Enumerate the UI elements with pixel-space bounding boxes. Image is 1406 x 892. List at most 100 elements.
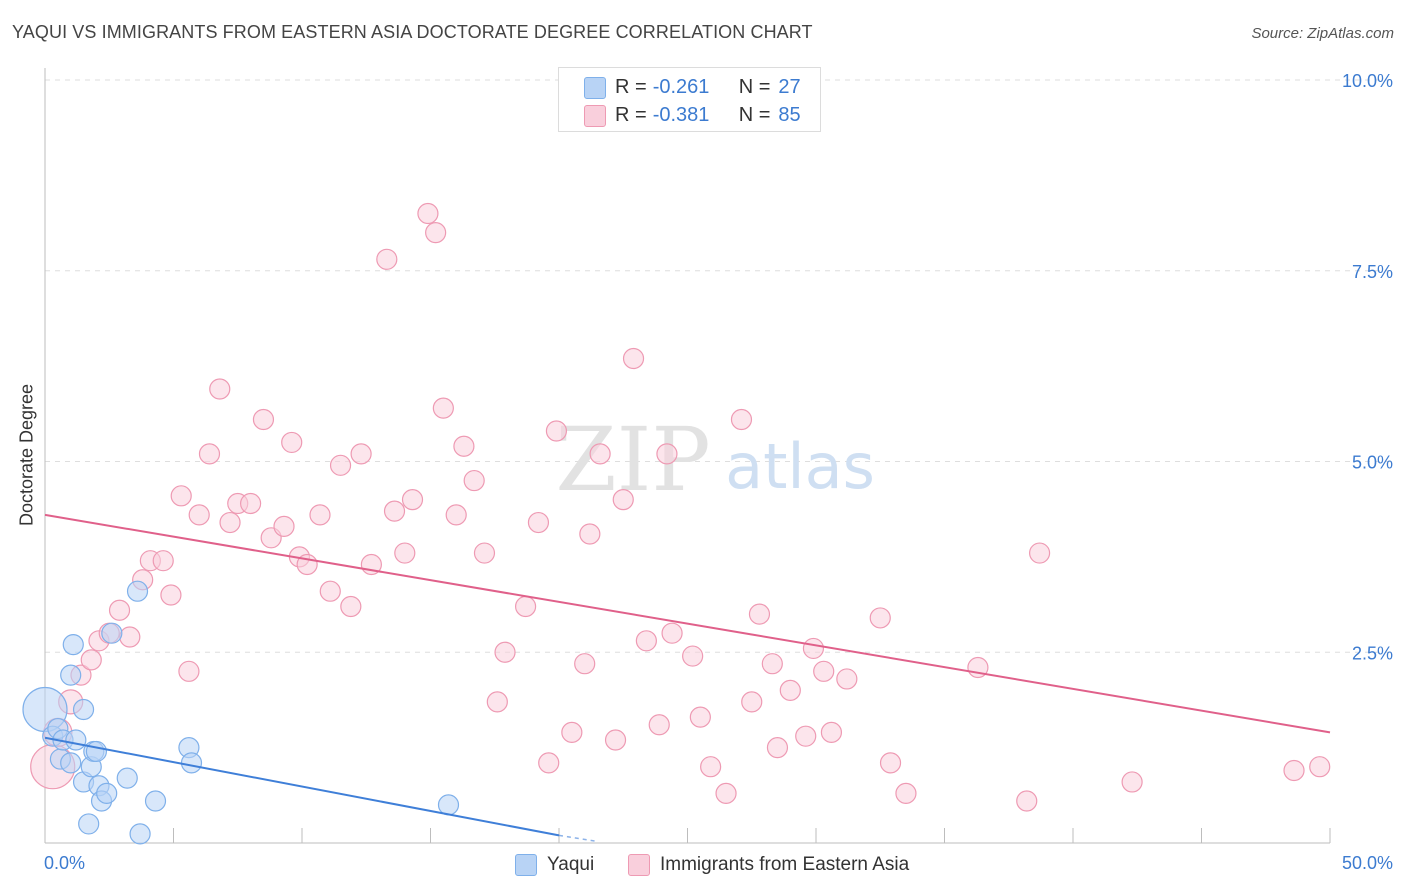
point-yaqui	[78, 813, 100, 835]
point-eastern-asia	[319, 580, 341, 602]
point-eastern-asia	[579, 523, 601, 545]
watermark-atlas: atlas	[725, 430, 875, 503]
point-eastern-asia	[761, 653, 783, 675]
grid-lines	[45, 79, 1392, 653]
point-eastern-asia	[648, 714, 670, 736]
legend-r-label: R =	[615, 103, 647, 126]
bottom-legend-label-yaqui: Yaqui	[547, 854, 595, 875]
legend-r-label: R =	[615, 75, 647, 98]
y-tick-label: 7.5%	[1352, 262, 1393, 282]
point-eastern-asia	[486, 691, 508, 713]
point-eastern-asia	[802, 637, 825, 660]
legend-swatch-eastern-asia	[584, 105, 606, 127]
point-eastern-asia	[612, 489, 634, 511]
point-eastern-asia	[417, 202, 439, 225]
trend-line-eastern-asia	[44, 513, 1331, 734]
source-credit: Source: ZipAtlas.com	[1251, 25, 1394, 42]
point-yaqui	[129, 823, 151, 845]
x-tick-label: 0.0%	[44, 853, 85, 873]
point-eastern-asia	[473, 542, 496, 564]
point-eastern-asia	[895, 782, 917, 805]
point-eastern-asia	[432, 397, 454, 419]
point-eastern-asia	[350, 443, 372, 465]
point-eastern-asia	[329, 454, 352, 476]
point-eastern-asia	[700, 756, 722, 778]
chart-title: YAQUI VS IMMIGRANTS FROM EASTERN ASIA DO…	[12, 22, 813, 42]
point-eastern-asia	[273, 515, 295, 537]
trend-line-yaqui	[44, 736, 560, 837]
tick-labels: 2.5% 5.0% 7.5% 10.0% 0.0% 50.0%	[44, 71, 1393, 873]
legend-n-value: 85	[778, 103, 801, 126]
point-eastern-asia	[656, 443, 678, 465]
point-yaqui	[60, 752, 82, 774]
watermark-zip: ZIP	[555, 408, 710, 511]
point-eastern-asia	[188, 504, 210, 526]
y-tick-label: 10.0%	[1342, 71, 1393, 91]
y-tick-label: 2.5%	[1352, 643, 1393, 663]
point-eastern-asia	[1016, 790, 1038, 812]
point-yaqui	[62, 634, 84, 656]
point-eastern-asia	[170, 485, 192, 507]
point-eastern-asia	[394, 542, 416, 564]
point-eastern-asia	[604, 729, 627, 751]
point-eastern-asia	[538, 752, 560, 774]
point-eastern-asia	[453, 435, 475, 457]
point-yaqui	[96, 782, 118, 805]
point-eastern-asia	[445, 504, 467, 526]
legend-n-label: N =	[738, 103, 771, 126]
point-eastern-asia	[730, 408, 753, 431]
point-eastern-asia	[820, 721, 843, 743]
point-yaqui	[65, 729, 87, 751]
point-yaqui	[85, 740, 108, 763]
point-eastern-asia	[119, 626, 141, 648]
legend-row-yaqui: R = -0.261 N = 27	[584, 72, 801, 102]
point-eastern-asia	[178, 660, 200, 682]
point-eastern-asia	[340, 595, 362, 618]
point-eastern-asia	[741, 691, 763, 713]
bottom-legend-label-eastern-asia: Immigrants from Eastern Asia	[660, 854, 910, 875]
point-eastern-asia	[589, 443, 611, 465]
point-eastern-asia	[80, 649, 102, 671]
point-yaqui	[116, 767, 138, 789]
point-eastern-asia	[574, 653, 596, 675]
point-eastern-asia	[689, 706, 711, 728]
y-axis-label: Doctorate Degree	[16, 383, 37, 527]
point-eastern-asia	[309, 504, 331, 526]
bottom-legend-swatch-eastern-asia	[628, 854, 650, 876]
point-eastern-asia	[240, 492, 262, 515]
point-eastern-asia	[527, 511, 550, 534]
point-eastern-asia	[425, 222, 447, 244]
point-eastern-asia	[813, 660, 835, 682]
point-eastern-asia	[715, 782, 737, 805]
point-eastern-asia	[1283, 759, 1305, 782]
point-yaqui	[144, 790, 167, 812]
point-eastern-asia	[514, 595, 537, 618]
point-yaqui	[180, 752, 203, 774]
point-eastern-asia	[252, 408, 275, 431]
point-eastern-asia	[401, 489, 424, 511]
point-eastern-asia	[635, 630, 657, 652]
point-yaqui	[72, 698, 95, 721]
correlation-legend: R = -0.261 N = 27 R = -0.381 N = 85	[558, 67, 821, 132]
point-eastern-asia	[1121, 771, 1143, 793]
point-eastern-asia	[836, 668, 858, 690]
point-eastern-asia	[661, 622, 683, 644]
point-eastern-asia	[376, 248, 398, 270]
point-eastern-asia	[1028, 542, 1051, 564]
point-eastern-asia	[152, 550, 174, 572]
point-eastern-asia	[622, 347, 645, 370]
bottom-legend-yaqui: Yaqui	[515, 852, 594, 878]
point-yaqui	[101, 622, 123, 644]
point-eastern-asia	[795, 725, 817, 747]
point-eastern-asia	[494, 641, 516, 663]
point-eastern-asia	[198, 443, 221, 465]
point-eastern-asia	[219, 511, 241, 534]
point-eastern-asia	[561, 721, 583, 743]
bottom-legend-eastern-asia: Immigrants from Eastern Asia	[628, 852, 909, 878]
point-eastern-asia	[281, 431, 303, 454]
point-eastern-asia	[766, 737, 789, 759]
point-eastern-asia	[108, 599, 131, 621]
trend-line-yaqui-extension	[558, 834, 598, 843]
scatter-points	[22, 202, 1331, 845]
